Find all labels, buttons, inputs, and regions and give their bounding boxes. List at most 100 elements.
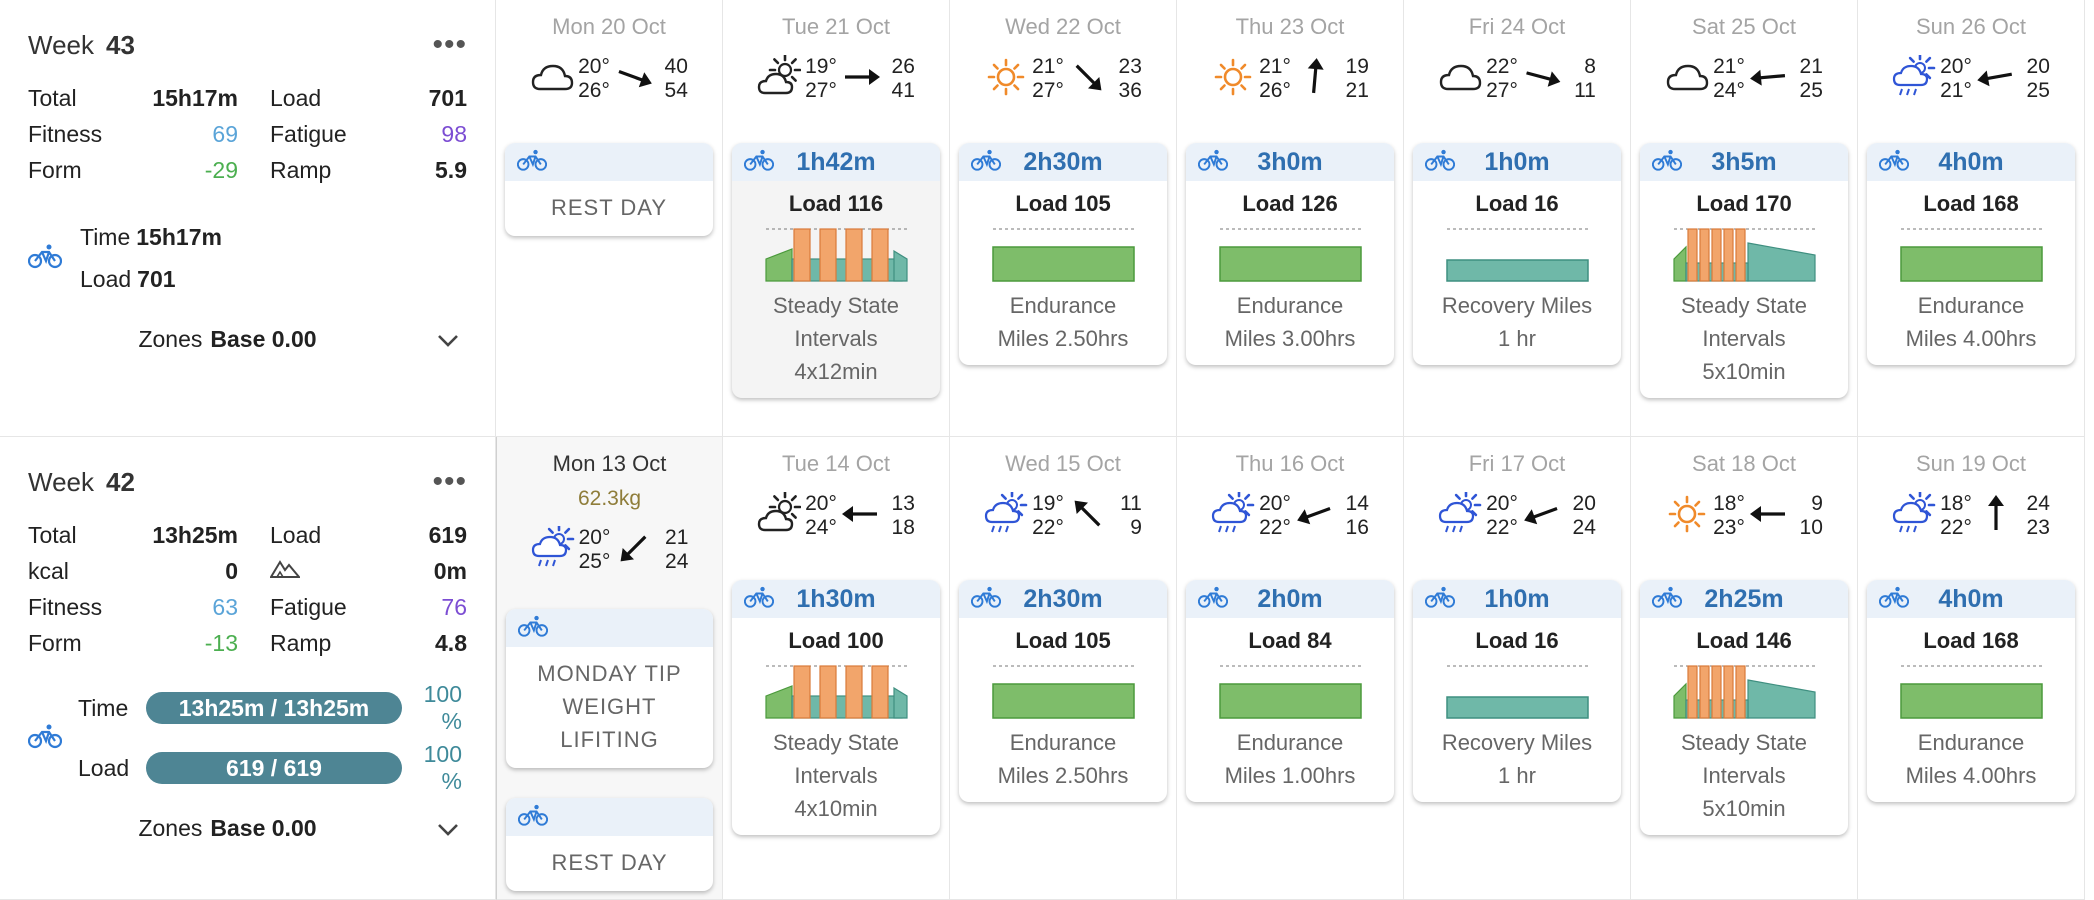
week-stats: Total 15h17m Load 701 Fitness 69 Fatigue… (28, 82, 467, 186)
day-date: Wed 15 Oct (1005, 451, 1121, 476)
workout-name-line: Endurance (1009, 730, 1117, 755)
day-cell[interactable]: Wed 22 Oct 21° 27° 23 36 2h30m Load 105 En… (950, 0, 1177, 437)
workout-load: Load 84 (1248, 628, 1332, 653)
day-header: Mon 13 Oct 62.3kg 20° 25° 21 24 (497, 437, 722, 577)
workout-profile-chart (732, 223, 940, 285)
day-cell[interactable]: Fri 24 Oct 22° 27° 8 11 1h0m Load 16 Recov… (1404, 0, 1631, 437)
day-date: Fri 17 Oct (1468, 451, 1566, 476)
temp-low: 24° (1713, 79, 1745, 102)
workout-name-line: Miles 2.50hrs (997, 326, 1129, 351)
day-header: Sun 19 Oct 18° 22° 24 23 (1858, 437, 2084, 543)
workout-card[interactable]: 2h30m Load 105 Endurance Miles 2.50hrs (959, 143, 1167, 365)
workout-card[interactable]: 2h25m Load 146 Steady State Intervals 5x10… (1640, 580, 1848, 835)
workout-name-line: Intervals (1702, 763, 1786, 788)
workout-name-line: Miles 4.00hrs (1905, 326, 2037, 351)
workout-duration: 1h0m (1484, 147, 1550, 176)
load-progress-bar: 619 / 619 (146, 752, 402, 784)
workout-name-line: Intervals (1702, 326, 1786, 351)
week-title: Week 43 (28, 29, 135, 60)
workout-card[interactable]: 4h0m Load 168 Endurance Miles 4.00hrs (1867, 143, 2075, 365)
day-cell[interactable]: Tue 14 Oct 20° 24° 13 18 1h30m Load 100 St… (723, 437, 950, 900)
weight-value: 62.3kg (577, 487, 642, 510)
day-date: Mon 20 Oct (552, 14, 666, 39)
workout-card[interactable]: 1h0m Load 16 Recovery Miles 1 hr (1413, 580, 1621, 802)
workout-name: Endurance Miles 2.50hrs (959, 726, 1167, 792)
day-cell[interactable]: Sun 19 Oct 18° 22° 24 23 4h0m Load 168 End… (1858, 437, 2085, 900)
workout-card[interactable]: 1h30m Load 100 Steady State Intervals 4x10… (732, 580, 940, 835)
wind-speed: 23 36 (1112, 55, 1142, 103)
workout-name-line: Endurance (1009, 293, 1117, 318)
card-header: 1h30m (732, 580, 940, 618)
weather-row: 21° 24° 21 25 (1631, 52, 1857, 106)
workout-card[interactable]: 2h30m Load 105 Endurance Miles 2.50hrs (959, 580, 1167, 802)
workout-card[interactable]: 1h42m Load 116 Steady State Intervals 4x12… (732, 143, 940, 398)
workout-name-line: Miles 2.50hrs (997, 763, 1129, 788)
day-cell[interactable]: Sat 18 Oct 18° 23° 9 10 2h25m Load 146 Ste… (1631, 437, 1858, 900)
rest-day-card[interactable]: REST DAY (506, 798, 713, 891)
day-cell[interactable]: Wed 15 Oct 19° 22° 11 9 2h30m Load 105 End… (950, 437, 1177, 900)
fatigue-value: 98 (441, 121, 467, 147)
day-header: Sat 18 Oct 18° 23° 9 10 (1631, 437, 1857, 543)
temp-low: 26° (1259, 79, 1291, 102)
workout-card[interactable]: 2h0m Load 84 Endurance Miles 1.00hrs (1186, 580, 1394, 802)
wind-speed: 21 25 (1793, 55, 1823, 103)
workout-name: Recovery Miles 1 hr (1413, 726, 1621, 792)
temp-low: 24° (805, 516, 837, 539)
workout-name: Steady State Intervals 4x10min (732, 726, 940, 825)
day-cell[interactable]: Sun 26 Oct 20° 21° 20 25 4h0m Load 168 End… (1858, 0, 2085, 437)
workout-card[interactable]: 3h5m Load 170 Steady State Intervals 5x10m… (1640, 143, 1848, 398)
wind-gust: 41 (891, 79, 915, 102)
sunny-weather-icon (984, 55, 1028, 104)
week-menu-button[interactable]: ••• (432, 28, 467, 61)
chevron-down-icon[interactable] (437, 813, 459, 844)
week-summary: Week 42 ••• Total 13h25m Load 619 kcal 0 … (0, 437, 496, 900)
weather-row: 20° 22° 14 16 (1177, 489, 1403, 543)
workout-profile-chart (959, 660, 1167, 722)
rain-weather-icon (531, 523, 575, 575)
zones-toggle[interactable]: Zones Base 0.00 (28, 326, 467, 353)
weather-row: 18° 22° 24 23 (1858, 489, 2084, 543)
ramp-value: 4.8 (435, 630, 467, 656)
wind-arrow-icon (1522, 55, 1562, 104)
temperature: 19° 22° (1032, 492, 1064, 540)
day-cell[interactable]: Fri 17 Oct 20° 22° 20 24 1h0m Load 16 Reco… (1404, 437, 1631, 900)
workout-name-line: Miles 3.00hrs (1224, 326, 1356, 351)
wind-arrow-icon (1976, 492, 2016, 541)
wind-arrow-icon (1749, 55, 1789, 104)
workout-profile-chart (1413, 223, 1621, 285)
bike-icon (1878, 585, 1910, 614)
card-header: 2h30m (959, 580, 1167, 618)
wind-gust: 16 (1345, 516, 1369, 539)
workout-card[interactable]: 1h0m Load 16 Recovery Miles 1 hr (1413, 143, 1621, 365)
zones-toggle[interactable]: Zones Base 0.00 (28, 815, 467, 842)
rain-weather-icon (984, 489, 1028, 541)
bike-icon (1197, 585, 1229, 614)
day-header: Fri 24 Oct 22° 27° 8 11 (1404, 0, 1630, 106)
wind-speed: 11 9 (1112, 492, 1142, 540)
workout-card[interactable]: 3h0m Load 126 Endurance Miles 3.00hrs (1186, 143, 1394, 365)
card-header: 1h42m (732, 143, 940, 181)
weather-row: 19° 27° 26 41 (723, 52, 949, 106)
chevron-down-icon[interactable] (437, 324, 459, 355)
day-cell[interactable]: Mon 20 Oct 20° 26° 40 54 REST DAY (496, 0, 723, 437)
temp-high: 20° (578, 526, 611, 549)
day-date: Sun 26 Oct (1915, 14, 2027, 39)
bike-icon (1878, 148, 1910, 177)
workout-name-line: Endurance (1236, 730, 1344, 755)
week-menu-button[interactable]: ••• (432, 465, 467, 498)
day-date: Tue 21 Oct (781, 14, 890, 39)
temp-low: 25° (578, 550, 611, 573)
day-cell[interactable]: Thu 16 Oct 20° 22° 14 16 2h0m Load 84 Endu… (1177, 437, 1404, 900)
wind-gust: 25 (2026, 79, 2050, 102)
zones-label: Zones (138, 815, 203, 841)
wind-speed: 26 41 (885, 55, 915, 103)
day-cell[interactable]: Tue 21 Oct 19° 27° 26 41 1h42m Load 116 St… (723, 0, 950, 437)
rest-day-card[interactable]: MONDAY TIP WEIGHT LIFITING (506, 609, 713, 768)
day-cell[interactable]: Mon 13 Oct 62.3kg 20° 25° 21 24 MONDAY TIP W… (496, 437, 723, 900)
day-cell[interactable]: Thu 23 Oct 21° 26° 19 21 3h0m Load 126 End… (1177, 0, 1404, 437)
temp-high: 21° (1032, 55, 1064, 78)
rest-day-card[interactable]: REST DAY (505, 143, 713, 236)
workout-card[interactable]: 4h0m Load 168 Endurance Miles 4.00hrs (1867, 580, 2075, 802)
workout-name-line: Endurance (1917, 293, 2025, 318)
day-cell[interactable]: Sat 25 Oct 21° 24° 21 25 3h5m Load 170 Ste… (1631, 0, 1858, 437)
